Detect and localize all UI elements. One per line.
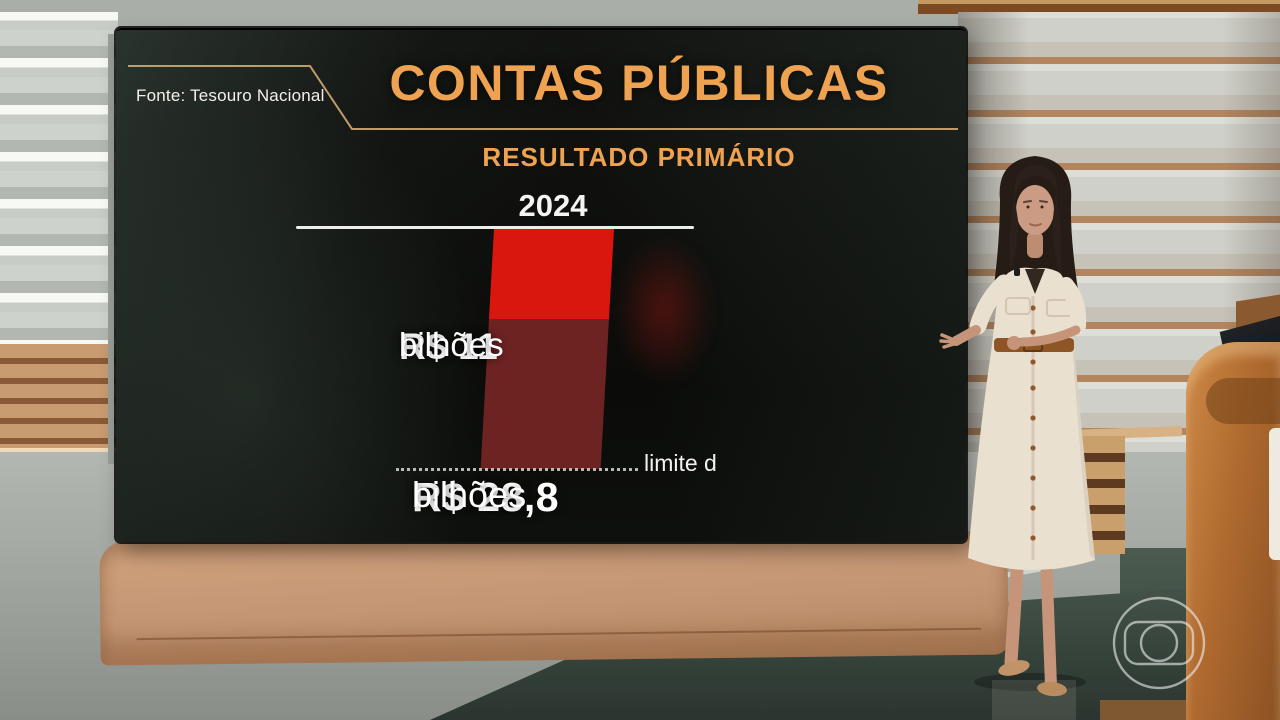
- eye: [1026, 205, 1030, 209]
- wood-desk-notch: [1206, 378, 1280, 424]
- limit-line-label: limite d: [644, 450, 717, 476]
- mouth: [1029, 223, 1042, 227]
- chart-subtitle: RESULTADO PRIMÁRIO: [482, 142, 796, 172]
- limit-value-unit: bilhões: [412, 474, 527, 515]
- hand: [1007, 336, 1021, 350]
- hand-fingers: [939, 333, 956, 349]
- studio-wall-left-wood-slats: [0, 344, 118, 452]
- dress-pocket: [1005, 297, 1031, 315]
- hair-side: [1009, 195, 1018, 270]
- forearm: [1017, 325, 1081, 347]
- globo-logo-icon: [1112, 596, 1206, 690]
- bar-value-unit: bilhões: [399, 326, 504, 363]
- dress-buttons: [1030, 305, 1036, 541]
- dress-vneck: [1025, 269, 1045, 294]
- bar-segment-result: [488, 229, 614, 319]
- floor-wood-strip: [1100, 700, 1210, 720]
- shoe: [998, 660, 1030, 676]
- shoe: [1037, 681, 1067, 697]
- chart-title: CONTAS PÚBLICAS: [389, 55, 889, 111]
- sleeve: [1058, 277, 1087, 334]
- sleeve: [969, 274, 1013, 335]
- forearm: [951, 325, 981, 346]
- presenter-hair-front: [1013, 165, 1058, 202]
- wood-beam: [918, 0, 1280, 14]
- bar-value-number: R$ 11: [399, 326, 499, 367]
- leg: [1040, 549, 1057, 692]
- news-presenter: [939, 156, 1095, 720]
- presenter-neck: [1027, 232, 1043, 258]
- screen-left-bezel: [108, 34, 114, 464]
- paper-on-desk: [1269, 428, 1280, 560]
- screen-wood-base: [99, 530, 1009, 666]
- lapel-mic: [1014, 268, 1020, 276]
- chart-source-label: Fonte: Tesouro Nacional: [136, 86, 325, 105]
- studio-wall-left-lit-slats: [0, 12, 118, 344]
- hair-side: [1052, 192, 1062, 274]
- chart-year-label: 2024: [518, 188, 588, 223]
- eyebrows: [1023, 200, 1048, 203]
- limit-value-number: R$ 28,8: [412, 474, 560, 520]
- chart-baseline: [296, 226, 694, 229]
- limit-dotted-line: [396, 468, 638, 471]
- leg: [1004, 548, 1025, 669]
- eye: [1040, 205, 1044, 209]
- studio-video-wall: Fonte: Tesouro Nacional CONTAS PÚBLICAS …: [116, 28, 966, 542]
- screen-red-reflection: [614, 235, 714, 385]
- presenter-face: [1016, 185, 1054, 235]
